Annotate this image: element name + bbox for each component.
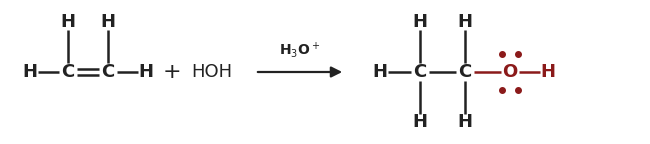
Text: C: C (101, 63, 114, 81)
Text: C: C (61, 63, 75, 81)
Text: O: O (502, 63, 517, 81)
Text: H: H (101, 13, 116, 31)
Text: H: H (458, 113, 473, 131)
Text: HOH: HOH (192, 63, 233, 81)
Text: H: H (413, 13, 428, 31)
Text: H: H (413, 113, 428, 131)
Text: H: H (138, 63, 153, 81)
Text: H$_3$O$^+$: H$_3$O$^+$ (280, 40, 320, 60)
Text: C: C (413, 63, 426, 81)
Text: H: H (372, 63, 387, 81)
Text: H: H (23, 63, 38, 81)
Text: H: H (458, 13, 473, 31)
Text: H: H (541, 63, 556, 81)
Text: +: + (162, 62, 181, 82)
Text: C: C (458, 63, 472, 81)
Text: H: H (60, 13, 75, 31)
